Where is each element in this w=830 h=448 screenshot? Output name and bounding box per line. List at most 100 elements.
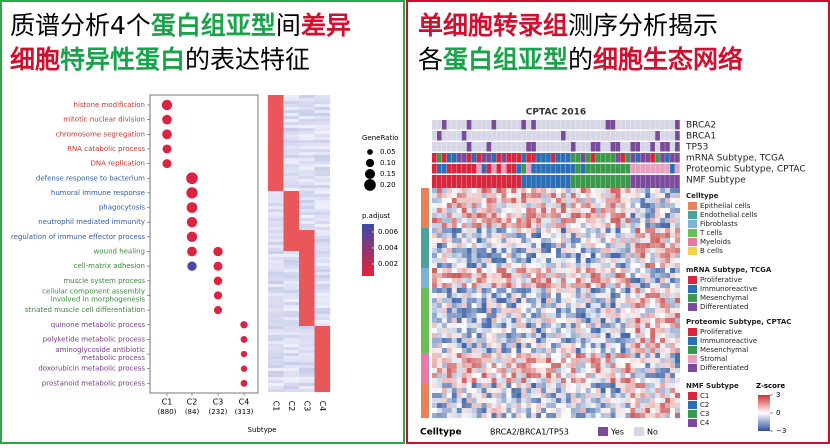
heatmap-cell xyxy=(590,388,596,394)
heat-cell xyxy=(314,185,331,189)
term-line: mitotic nuclear division xyxy=(63,116,145,124)
heat-cell xyxy=(314,155,331,159)
heatmap-cell xyxy=(585,278,591,284)
heatmap-cell xyxy=(496,233,502,239)
heatmap-cell xyxy=(446,368,452,374)
heat-cell xyxy=(299,230,315,234)
heatmap-cell xyxy=(670,298,676,304)
heatmap-cell xyxy=(585,268,591,274)
heatmap-cell xyxy=(516,353,522,359)
heatmap-cell xyxy=(496,353,502,359)
heatmap-cell xyxy=(521,358,527,364)
heat-cell xyxy=(268,326,284,330)
heatmap-cell xyxy=(595,348,601,354)
heatmap-cell xyxy=(461,238,467,244)
heatmap-cell xyxy=(481,303,487,309)
heatmap-cell xyxy=(501,393,507,399)
heatmap-cell xyxy=(640,233,646,239)
track-cell xyxy=(660,164,665,174)
heatmap-cell xyxy=(446,328,452,334)
heat-cell xyxy=(283,173,300,177)
heatmap-cell xyxy=(516,268,522,274)
heatmap-cell xyxy=(570,253,576,259)
heatmap-cell xyxy=(565,388,571,394)
heatmap-cell xyxy=(615,408,621,414)
heatmap-cell xyxy=(615,318,621,324)
heatmap-cell xyxy=(486,348,492,354)
track-cell xyxy=(570,175,576,191)
heat-cell xyxy=(268,104,284,108)
heatmap-cell xyxy=(432,353,437,359)
heatmap-cell xyxy=(675,398,681,404)
heatmap-cell xyxy=(536,373,542,379)
legend-item: Myeloids xyxy=(700,238,731,246)
heatmap-cell xyxy=(501,268,507,274)
heatmap-cell xyxy=(610,333,616,339)
heatmap-cell xyxy=(600,218,606,224)
track-cell xyxy=(516,164,522,174)
track-cell xyxy=(506,131,512,141)
heat-cell xyxy=(283,134,300,138)
celltype-cell xyxy=(421,363,429,369)
heatmap-cell xyxy=(536,343,542,349)
heatmap-cell xyxy=(580,218,586,224)
heatmap-cell xyxy=(476,358,482,364)
heatmap-cell xyxy=(575,228,581,234)
heat-cell xyxy=(314,170,331,174)
heatmap-cell xyxy=(536,278,542,284)
track-cell xyxy=(610,120,616,130)
track-cell xyxy=(660,131,665,141)
track-cell xyxy=(560,131,566,141)
heatmap-cell xyxy=(655,388,661,394)
heatmap-cell xyxy=(466,258,472,264)
heatmap-cell xyxy=(630,298,636,304)
heat-cell xyxy=(283,281,300,285)
heatmap-cell xyxy=(456,338,462,344)
heatmap-cell xyxy=(506,253,512,259)
heatmap-cell xyxy=(565,188,571,194)
heatmap-cell xyxy=(441,273,447,279)
heatmap-cell xyxy=(635,358,641,364)
heatmap-cell xyxy=(546,323,552,329)
heat-cell xyxy=(314,182,331,186)
heatmap-cell xyxy=(476,208,482,214)
heatmap-cell xyxy=(506,303,512,309)
heatmap-cell xyxy=(590,408,596,414)
heatmap-cell xyxy=(436,203,442,209)
track-cell xyxy=(541,153,546,163)
heatmap-cell xyxy=(570,343,576,349)
heat-cell xyxy=(268,116,284,120)
heatmap-cell xyxy=(655,368,661,374)
heatmap-cell xyxy=(580,308,586,314)
track-cell xyxy=(615,131,621,141)
track-cell xyxy=(441,164,447,174)
heatmap-cell xyxy=(670,378,676,384)
heatmap-cell xyxy=(471,208,477,214)
heatmap-cell xyxy=(565,318,571,324)
heatmap-cell xyxy=(476,248,482,254)
heat-cell xyxy=(268,113,284,117)
heatmap-cell xyxy=(456,383,462,389)
heat-cell xyxy=(299,314,315,318)
heatmap-cell xyxy=(620,218,626,224)
heatmap-cell xyxy=(531,298,537,304)
heatmap-cell xyxy=(575,268,581,274)
heatmap-cell xyxy=(675,213,681,219)
heatmap-cell xyxy=(496,333,502,339)
track-cell xyxy=(551,120,556,130)
heatmap-cell xyxy=(605,328,611,334)
heatmap-cell xyxy=(551,283,557,289)
track-cell xyxy=(670,153,675,163)
track-cell xyxy=(625,120,631,130)
heat-cell xyxy=(314,281,331,285)
heatmap-cell xyxy=(556,348,561,354)
heatmap-cell xyxy=(625,238,631,244)
heatmap-cell xyxy=(511,193,517,199)
no-swatch xyxy=(634,427,644,436)
track-cell xyxy=(432,131,437,141)
heatmap-cell xyxy=(630,343,636,349)
heatmap-cell xyxy=(481,323,487,329)
heatmap-cell xyxy=(516,368,522,374)
heatmap-cell xyxy=(605,213,611,219)
heatmap-cell xyxy=(556,233,561,239)
